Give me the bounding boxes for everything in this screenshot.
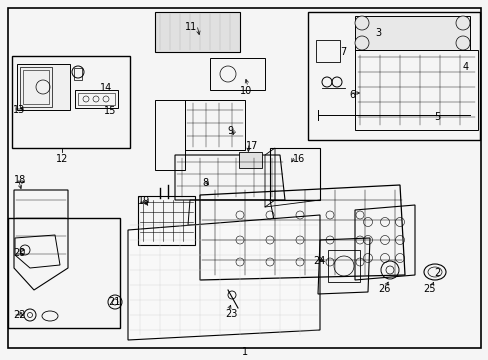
Bar: [327, 250, 359, 282]
Text: 22: 22: [13, 310, 25, 320]
Circle shape: [354, 16, 368, 30]
Text: 18: 18: [14, 175, 26, 185]
Polygon shape: [354, 16, 469, 50]
Bar: [8, 218, 120, 328]
Text: 2: 2: [433, 268, 439, 278]
Polygon shape: [128, 215, 319, 340]
Text: 5: 5: [433, 112, 439, 122]
Bar: [78, 93, 115, 105]
Text: 14: 14: [100, 83, 112, 93]
Bar: [23, 70, 49, 104]
Bar: [12, 56, 130, 148]
Text: 17: 17: [245, 141, 258, 151]
Text: 20: 20: [13, 248, 25, 258]
Circle shape: [354, 36, 368, 50]
Text: 9: 9: [226, 126, 233, 136]
Text: 4: 4: [462, 62, 468, 72]
Polygon shape: [155, 12, 240, 52]
Text: 15: 15: [104, 106, 116, 116]
Circle shape: [455, 36, 469, 50]
Text: 26: 26: [377, 284, 389, 294]
Polygon shape: [239, 152, 262, 168]
Bar: [20, 67, 52, 107]
Text: 6: 6: [348, 90, 354, 100]
Text: 24: 24: [312, 256, 325, 266]
Text: 16: 16: [292, 154, 305, 164]
Text: 19: 19: [138, 196, 150, 206]
Text: 7: 7: [339, 47, 346, 57]
Text: 25: 25: [423, 284, 435, 294]
Text: 1: 1: [242, 347, 247, 357]
Text: 3: 3: [374, 28, 380, 38]
Text: 12: 12: [56, 154, 68, 164]
Text: 8: 8: [202, 178, 208, 188]
Text: 10: 10: [240, 86, 252, 96]
Bar: [307, 12, 479, 140]
Text: 11: 11: [184, 22, 197, 32]
Text: 13: 13: [13, 105, 25, 115]
Text: 21: 21: [108, 297, 120, 307]
Polygon shape: [17, 64, 70, 110]
Circle shape: [455, 16, 469, 30]
Text: 23: 23: [224, 309, 237, 319]
